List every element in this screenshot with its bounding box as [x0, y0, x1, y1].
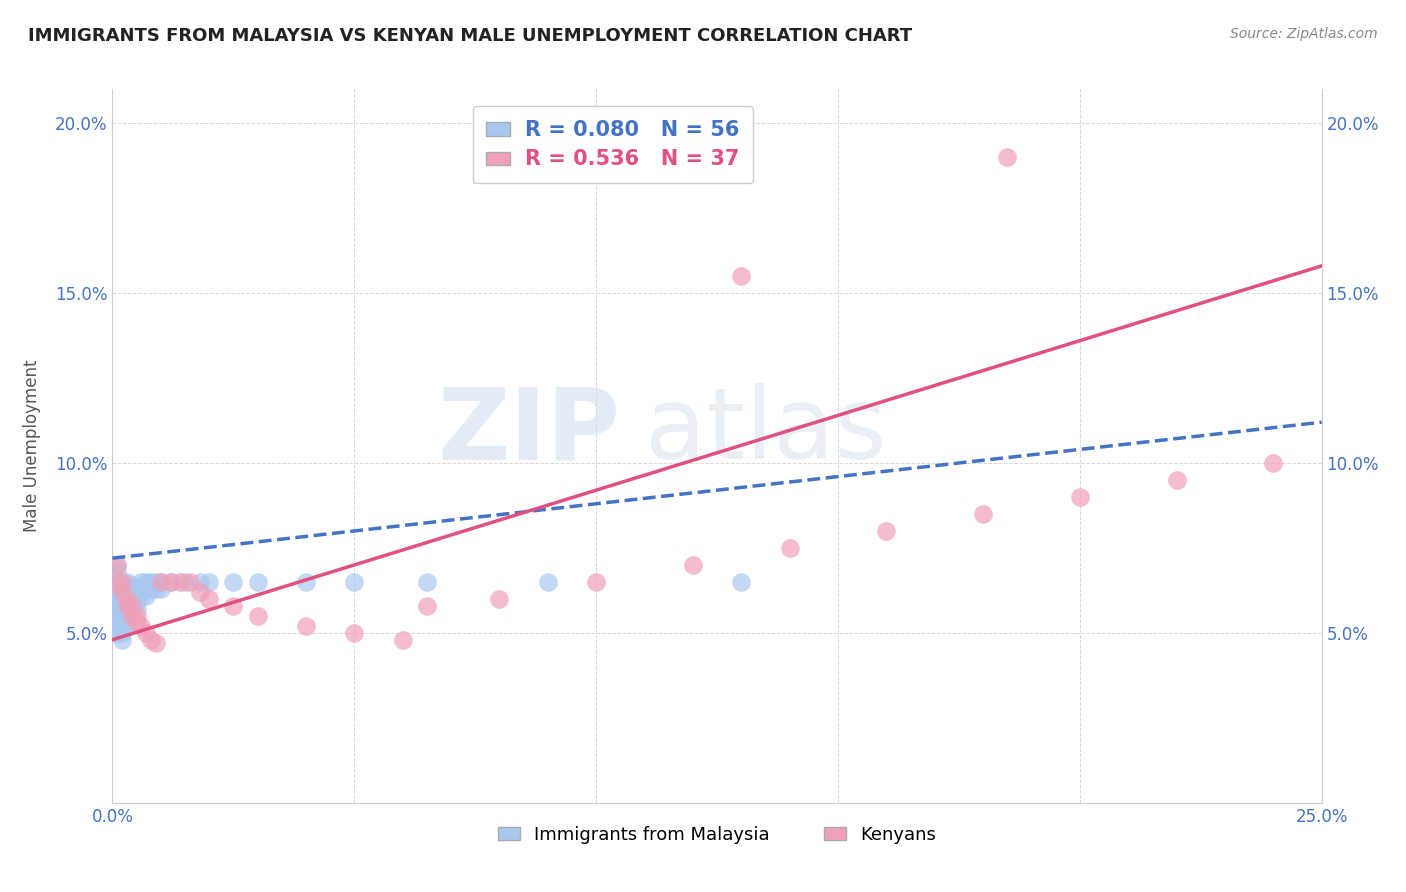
Y-axis label: Male Unemployment: Male Unemployment: [24, 359, 41, 533]
Point: [585, 574, 607, 589]
Point: [174, 574, 197, 589]
Point: [159, 574, 181, 589]
Point: [246, 608, 269, 623]
Point: [131, 589, 153, 603]
Point: [145, 574, 167, 589]
Point: [141, 632, 163, 647]
Point: [222, 599, 245, 613]
Point: [121, 599, 143, 613]
Point: [105, 591, 128, 606]
Point: [105, 606, 128, 620]
Point: [135, 574, 157, 589]
Point: [105, 558, 128, 572]
Point: [131, 582, 153, 596]
Point: [115, 591, 138, 606]
Point: [115, 591, 138, 606]
Point: [131, 574, 153, 589]
Point: [779, 541, 801, 555]
Point: [111, 582, 134, 596]
Point: [149, 582, 172, 596]
Text: IMMIGRANTS FROM MALAYSIA VS KENYAN MALE UNEMPLOYMENT CORRELATION CHART: IMMIGRANTS FROM MALAYSIA VS KENYAN MALE …: [28, 27, 912, 45]
Point: [121, 591, 143, 606]
Point: [135, 582, 157, 596]
Text: Source: ZipAtlas.com: Source: ZipAtlas.com: [1230, 27, 1378, 41]
Point: [149, 574, 172, 589]
Point: [995, 150, 1018, 164]
Point: [111, 606, 134, 620]
Point: [246, 574, 269, 589]
Point: [121, 578, 143, 592]
Point: [295, 574, 318, 589]
Point: [149, 574, 172, 589]
Point: [131, 619, 153, 633]
Point: [188, 585, 211, 599]
Point: [125, 589, 148, 603]
Point: [875, 524, 897, 538]
Point: [198, 574, 221, 589]
Point: [105, 599, 128, 613]
Point: [115, 585, 138, 599]
Point: [105, 582, 128, 596]
Point: [115, 574, 138, 589]
Point: [141, 582, 163, 596]
Point: [682, 558, 704, 572]
Point: [111, 612, 134, 626]
Point: [121, 599, 143, 613]
Point: [125, 615, 148, 630]
Text: ZIP: ZIP: [437, 384, 620, 480]
Point: [488, 591, 510, 606]
Point: [295, 619, 318, 633]
Point: [169, 574, 191, 589]
Point: [972, 507, 994, 521]
Point: [111, 599, 134, 613]
Point: [135, 626, 157, 640]
Point: [730, 269, 752, 284]
Point: [343, 626, 366, 640]
Point: [105, 565, 128, 579]
Point: [145, 582, 167, 596]
Point: [125, 582, 148, 596]
Text: atlas: atlas: [644, 384, 886, 480]
Point: [159, 574, 181, 589]
Point: [125, 608, 148, 623]
Point: [179, 574, 201, 589]
Point: [111, 591, 134, 606]
Point: [125, 595, 148, 609]
Point: [111, 574, 134, 589]
Point: [537, 574, 560, 589]
Point: [141, 574, 163, 589]
Point: [135, 589, 157, 603]
Point: [105, 608, 128, 623]
Point: [198, 591, 221, 606]
Point: [105, 574, 128, 589]
Point: [1263, 456, 1285, 470]
Point: [121, 585, 143, 599]
Point: [105, 619, 128, 633]
Point: [343, 574, 366, 589]
Point: [416, 599, 439, 613]
Point: [115, 599, 138, 613]
Point: [111, 632, 134, 647]
Point: [111, 585, 134, 599]
Point: [105, 558, 128, 572]
Point: [105, 574, 128, 589]
Point: [115, 619, 138, 633]
Point: [111, 574, 134, 589]
Point: [121, 608, 143, 623]
Legend: Immigrants from Malaysia, Kenyans: Immigrants from Malaysia, Kenyans: [491, 819, 943, 851]
Point: [188, 574, 211, 589]
Point: [145, 636, 167, 650]
Point: [111, 626, 134, 640]
Point: [1069, 490, 1091, 504]
Point: [115, 599, 138, 613]
Point: [416, 574, 439, 589]
Point: [115, 608, 138, 623]
Point: [111, 619, 134, 633]
Point: [222, 574, 245, 589]
Point: [391, 632, 413, 647]
Point: [125, 602, 148, 616]
Point: [105, 626, 128, 640]
Point: [1166, 473, 1188, 487]
Point: [730, 574, 752, 589]
